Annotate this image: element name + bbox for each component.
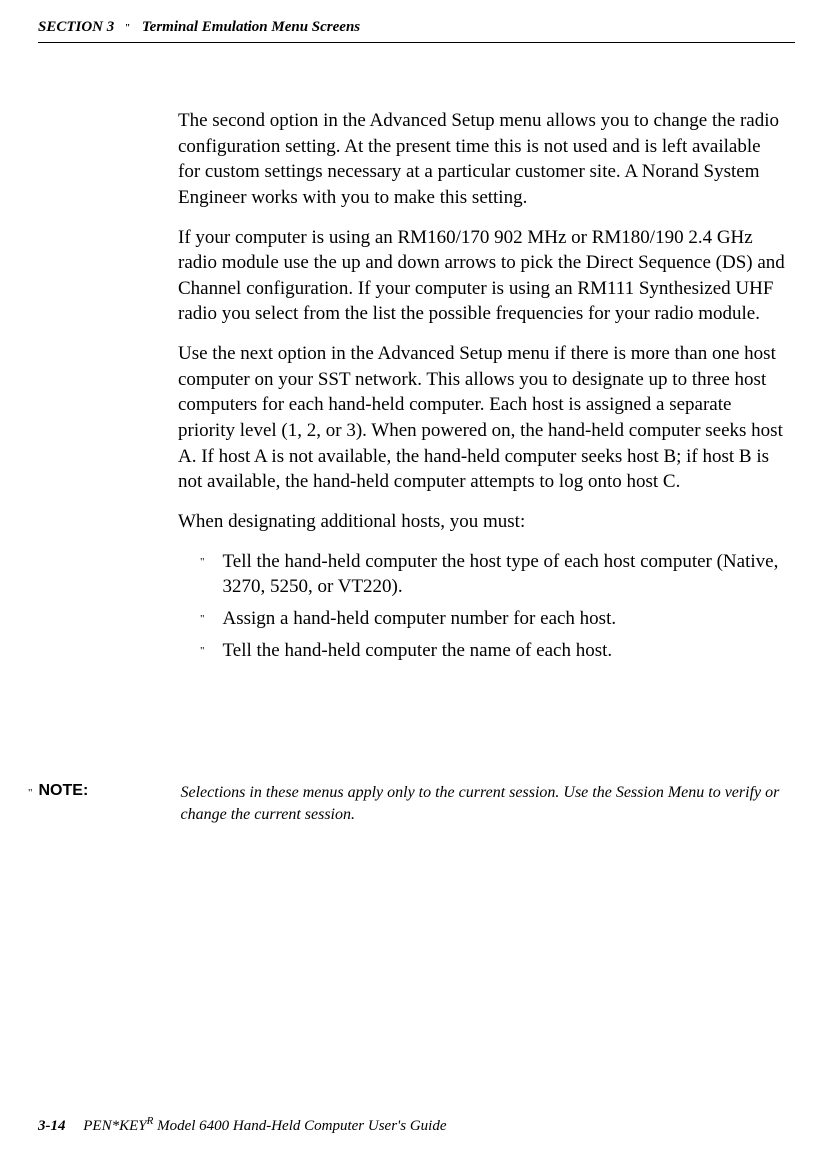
footer-title: PEN*KEYR Model 6400 Hand-Held Computer U… bbox=[83, 1118, 446, 1134]
list-item-text: Assign a hand-held computer number for e… bbox=[223, 606, 617, 632]
header-line: SECTION 3 " Terminal Emulation Menu Scre… bbox=[38, 19, 360, 35]
bullet-icon: " bbox=[200, 549, 223, 600]
note-label: NOTE: bbox=[39, 782, 181, 825]
bullet-icon: " bbox=[200, 606, 223, 632]
paragraph-3: Use the next option in the Advanced Setu… bbox=[178, 341, 785, 495]
paragraph-2: If your computer is using an RM160/170 9… bbox=[178, 225, 785, 328]
page-footer: 3-14 PEN*KEYR Model 6400 Hand-Held Compu… bbox=[38, 1115, 447, 1135]
note-block: " NOTE: Selections in these menus apply … bbox=[28, 782, 785, 825]
header-title: Terminal Emulation Menu Screens bbox=[142, 19, 360, 35]
bullet-icon: " bbox=[200, 638, 223, 664]
list-item-text: Tell the hand-held computer the host typ… bbox=[223, 549, 786, 600]
section-label: SECTION 3 bbox=[38, 19, 114, 35]
page-number: 3-14 bbox=[38, 1118, 80, 1134]
note-text: Selections in these menus apply only to … bbox=[181, 782, 786, 825]
paragraph-1: The second option in the Advanced Setup … bbox=[178, 108, 785, 211]
requirements-list: " Tell the hand-held computer the host t… bbox=[178, 549, 785, 664]
main-content: The second option in the Advanced Setup … bbox=[178, 108, 785, 677]
list-item: " Tell the hand-held computer the host t… bbox=[178, 549, 785, 600]
footer-title-post: Model 6400 Hand-Held Computer User's Gui… bbox=[153, 1118, 446, 1134]
page-header: SECTION 3 " Terminal Emulation Menu Scre… bbox=[38, 18, 795, 43]
note-bullet-icon: " bbox=[28, 782, 39, 825]
paragraph-4: When designating additional hosts, you m… bbox=[178, 509, 785, 535]
list-item: " Assign a hand-held computer number for… bbox=[178, 606, 785, 632]
list-item-text: Tell the hand-held computer the name of … bbox=[223, 638, 613, 664]
header-bullet-icon: " bbox=[118, 22, 138, 34]
footer-title-pre: PEN*KEY bbox=[83, 1118, 146, 1134]
list-item: " Tell the hand-held computer the name o… bbox=[178, 638, 785, 664]
